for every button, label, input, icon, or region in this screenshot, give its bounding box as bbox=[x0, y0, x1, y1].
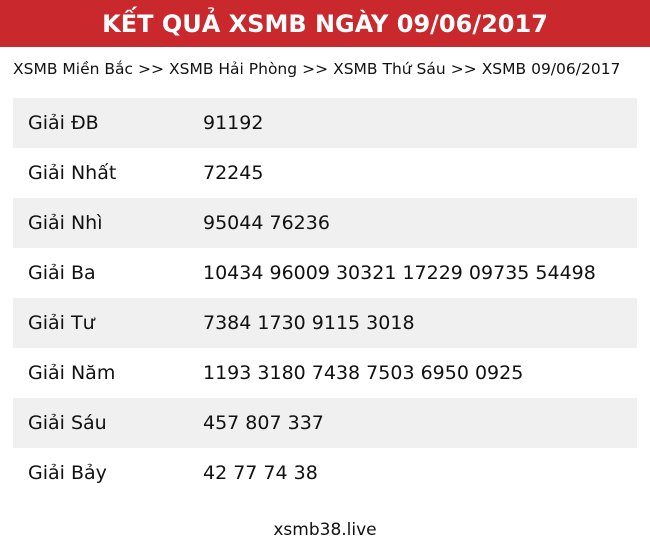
prize-numbers: 10434 96009 30321 17229 09735 54498 bbox=[203, 262, 596, 284]
prize-label: Giải Tư bbox=[28, 312, 95, 334]
breadcrumb-separator: >> bbox=[138, 60, 164, 78]
page-title: KẾT QUẢ XSMB NGÀY 09/06/2017 bbox=[102, 9, 548, 38]
table-row-giai-tu: Giải Tư 7384 1730 9115 3018 bbox=[13, 298, 637, 348]
prize-numbers: 42 77 74 38 bbox=[203, 462, 318, 484]
table-row-giai-db: Giải ĐB 91192 bbox=[13, 98, 637, 148]
prize-label: Giải Nhì bbox=[28, 212, 103, 234]
prize-numbers: 95044 76236 bbox=[203, 212, 330, 234]
breadcrumb-item-date[interactable]: XSMB 09/06/2017 bbox=[481, 60, 621, 78]
results-table: Giải ĐB 91192 Giải Nhất 72245 Giải Nhì 9… bbox=[13, 98, 637, 498]
table-row-giai-sau: Giải Sáu 457 807 337 bbox=[13, 398, 637, 448]
site-name: xsmb38.live bbox=[273, 520, 377, 540]
prize-label: Giải Sáu bbox=[28, 412, 107, 434]
prize-label: Giải Nhất bbox=[28, 162, 117, 184]
prize-numbers: 91192 bbox=[203, 112, 264, 134]
table-row-giai-nam: Giải Năm 1193 3180 7438 7503 6950 0925 bbox=[13, 348, 637, 398]
breadcrumb-item-mien-bac[interactable]: XSMB Miền Bắc bbox=[13, 60, 134, 78]
breadcrumb-item-hai-phong[interactable]: XSMB Hải Phòng bbox=[169, 60, 298, 78]
prize-numbers: 72245 bbox=[203, 162, 264, 184]
prize-numbers: 457 807 337 bbox=[203, 412, 324, 434]
prize-label: Giải Năm bbox=[28, 362, 116, 384]
header-bar: KẾT QUẢ XSMB NGÀY 09/06/2017 bbox=[0, 0, 650, 47]
prize-numbers: 7384 1730 9115 3018 bbox=[203, 312, 415, 334]
prize-numbers: 1193 3180 7438 7503 6950 0925 bbox=[203, 362, 524, 384]
table-row-giai-ba: Giải Ba 10434 96009 30321 17229 09735 54… bbox=[13, 248, 637, 298]
prize-label: Giải Ba bbox=[28, 262, 96, 284]
breadcrumb: XSMB Miền Bắc >> XSMB Hải Phòng >> XSMB Thứ … bbox=[0, 47, 650, 84]
breadcrumb-item-thu-sau[interactable]: XSMB Thứ Sáu bbox=[333, 60, 446, 78]
breadcrumb-separator: >> bbox=[450, 60, 477, 78]
prize-label: Giải Bảy bbox=[28, 462, 107, 484]
breadcrumb-separator: >> bbox=[302, 60, 329, 78]
prize-label: Giải ĐB bbox=[28, 112, 99, 134]
table-row-giai-nhat: Giải Nhất 72245 bbox=[13, 148, 637, 198]
footer: xsmb38.live bbox=[0, 520, 650, 540]
table-row-giai-nhi: Giải Nhì 95044 76236 bbox=[13, 198, 637, 248]
table-row-giai-bay: Giải Bảy 42 77 74 38 bbox=[13, 448, 637, 498]
